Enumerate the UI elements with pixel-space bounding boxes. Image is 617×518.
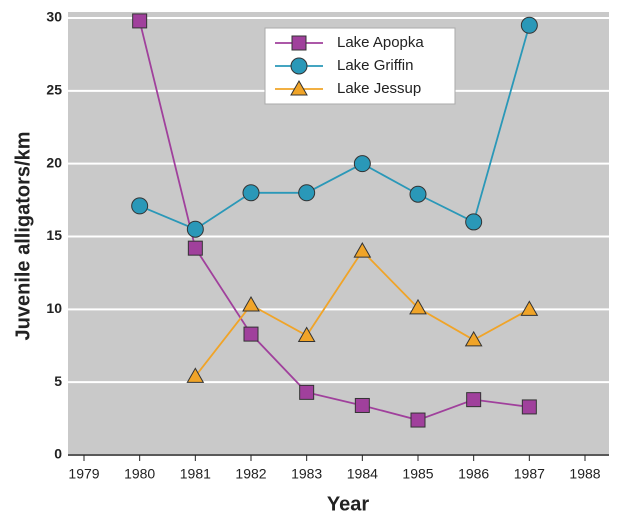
marker <box>409 298 427 315</box>
marker <box>465 213 483 231</box>
marker <box>410 412 426 428</box>
marker <box>354 397 370 413</box>
marker <box>187 240 203 256</box>
marker <box>299 384 315 400</box>
y-tick-label: 10 <box>46 300 62 316</box>
x-tick-label: 1987 <box>514 466 545 482</box>
marker <box>521 399 537 415</box>
marker <box>353 155 371 173</box>
marker <box>466 392 482 408</box>
x-tick-label: 1981 <box>180 466 211 482</box>
series-line <box>138 20 530 421</box>
series-line <box>139 25 531 231</box>
marker <box>297 326 316 343</box>
y-tick-label: 15 <box>46 227 62 243</box>
marker <box>298 184 316 202</box>
marker <box>242 295 260 312</box>
x-tick-label: 1980 <box>124 466 155 482</box>
legend-marker <box>291 35 307 51</box>
x-tick-label: 1979 <box>68 466 99 482</box>
x-tick-label: 1988 <box>569 466 600 482</box>
x-tick-label: 1986 <box>458 466 489 482</box>
y-tick-label: 20 <box>46 154 62 170</box>
x-tick-label: 1985 <box>402 466 433 482</box>
legend-label: Lake Jessup <box>337 80 421 97</box>
y-tick-label: 25 <box>46 82 62 98</box>
legend-label: Lake Griffin <box>337 57 413 74</box>
marker <box>353 242 372 258</box>
legend-marker <box>290 57 308 75</box>
marker <box>409 185 427 203</box>
marker <box>186 367 205 383</box>
legend-label: Lake Apopka <box>337 34 424 51</box>
x-tick-label: 1984 <box>347 466 378 482</box>
marker <box>242 184 260 202</box>
x-axis-title: Year <box>327 493 369 515</box>
marker <box>464 330 483 347</box>
y-tick-label: 5 <box>54 373 62 389</box>
legend-marker <box>290 79 308 96</box>
marker <box>520 16 538 34</box>
marker <box>243 326 259 342</box>
y-tick-label: 0 <box>54 446 62 462</box>
marker <box>186 220 204 238</box>
legend: Lake Apopka Lake Griffin Lake Jessup <box>264 27 456 105</box>
marker <box>520 300 539 316</box>
y-axis-title: Juvenile alligators/km <box>12 132 34 341</box>
marker <box>131 197 149 215</box>
x-tick-label: 1983 <box>291 466 322 482</box>
marker <box>132 13 148 29</box>
x-tick-label: 1982 <box>235 466 266 482</box>
y-tick-label: 30 <box>46 9 62 25</box>
